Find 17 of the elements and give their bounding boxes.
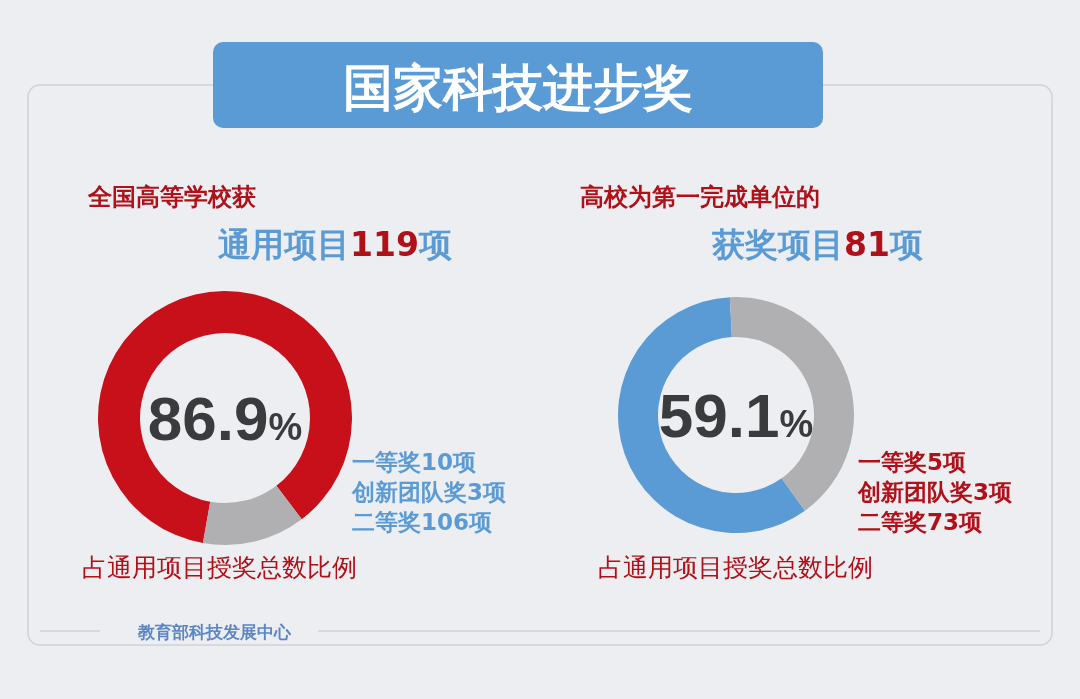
- text: 占通用项目授奖总数比例: [598, 553, 873, 582]
- text: 一等奖10项: [352, 449, 477, 475]
- text: 创新团队奖3项: [857, 479, 1013, 505]
- data-label: 86.9%: [147, 384, 303, 453]
- text: 教育部科技发展中心: [137, 622, 292, 642]
- text: 占通用项目授奖总数比例: [82, 553, 357, 582]
- chart-title: 全国高等学校获: [87, 183, 256, 211]
- text: 国家科技进步奖: [343, 59, 693, 117]
- chart-subtitle: 获奖项目81项: [711, 225, 923, 264]
- text: 创新团队奖3项: [351, 479, 507, 505]
- text: 一等奖5项: [858, 449, 967, 475]
- data-label: 59.1%: [658, 381, 814, 450]
- text: 二等奖73项: [858, 509, 983, 535]
- donut-slice: [202, 485, 302, 545]
- chart-title: 高校为第一完成单位的: [580, 183, 820, 211]
- text: 二等奖106项: [352, 509, 493, 535]
- donut-slice: [98, 291, 352, 544]
